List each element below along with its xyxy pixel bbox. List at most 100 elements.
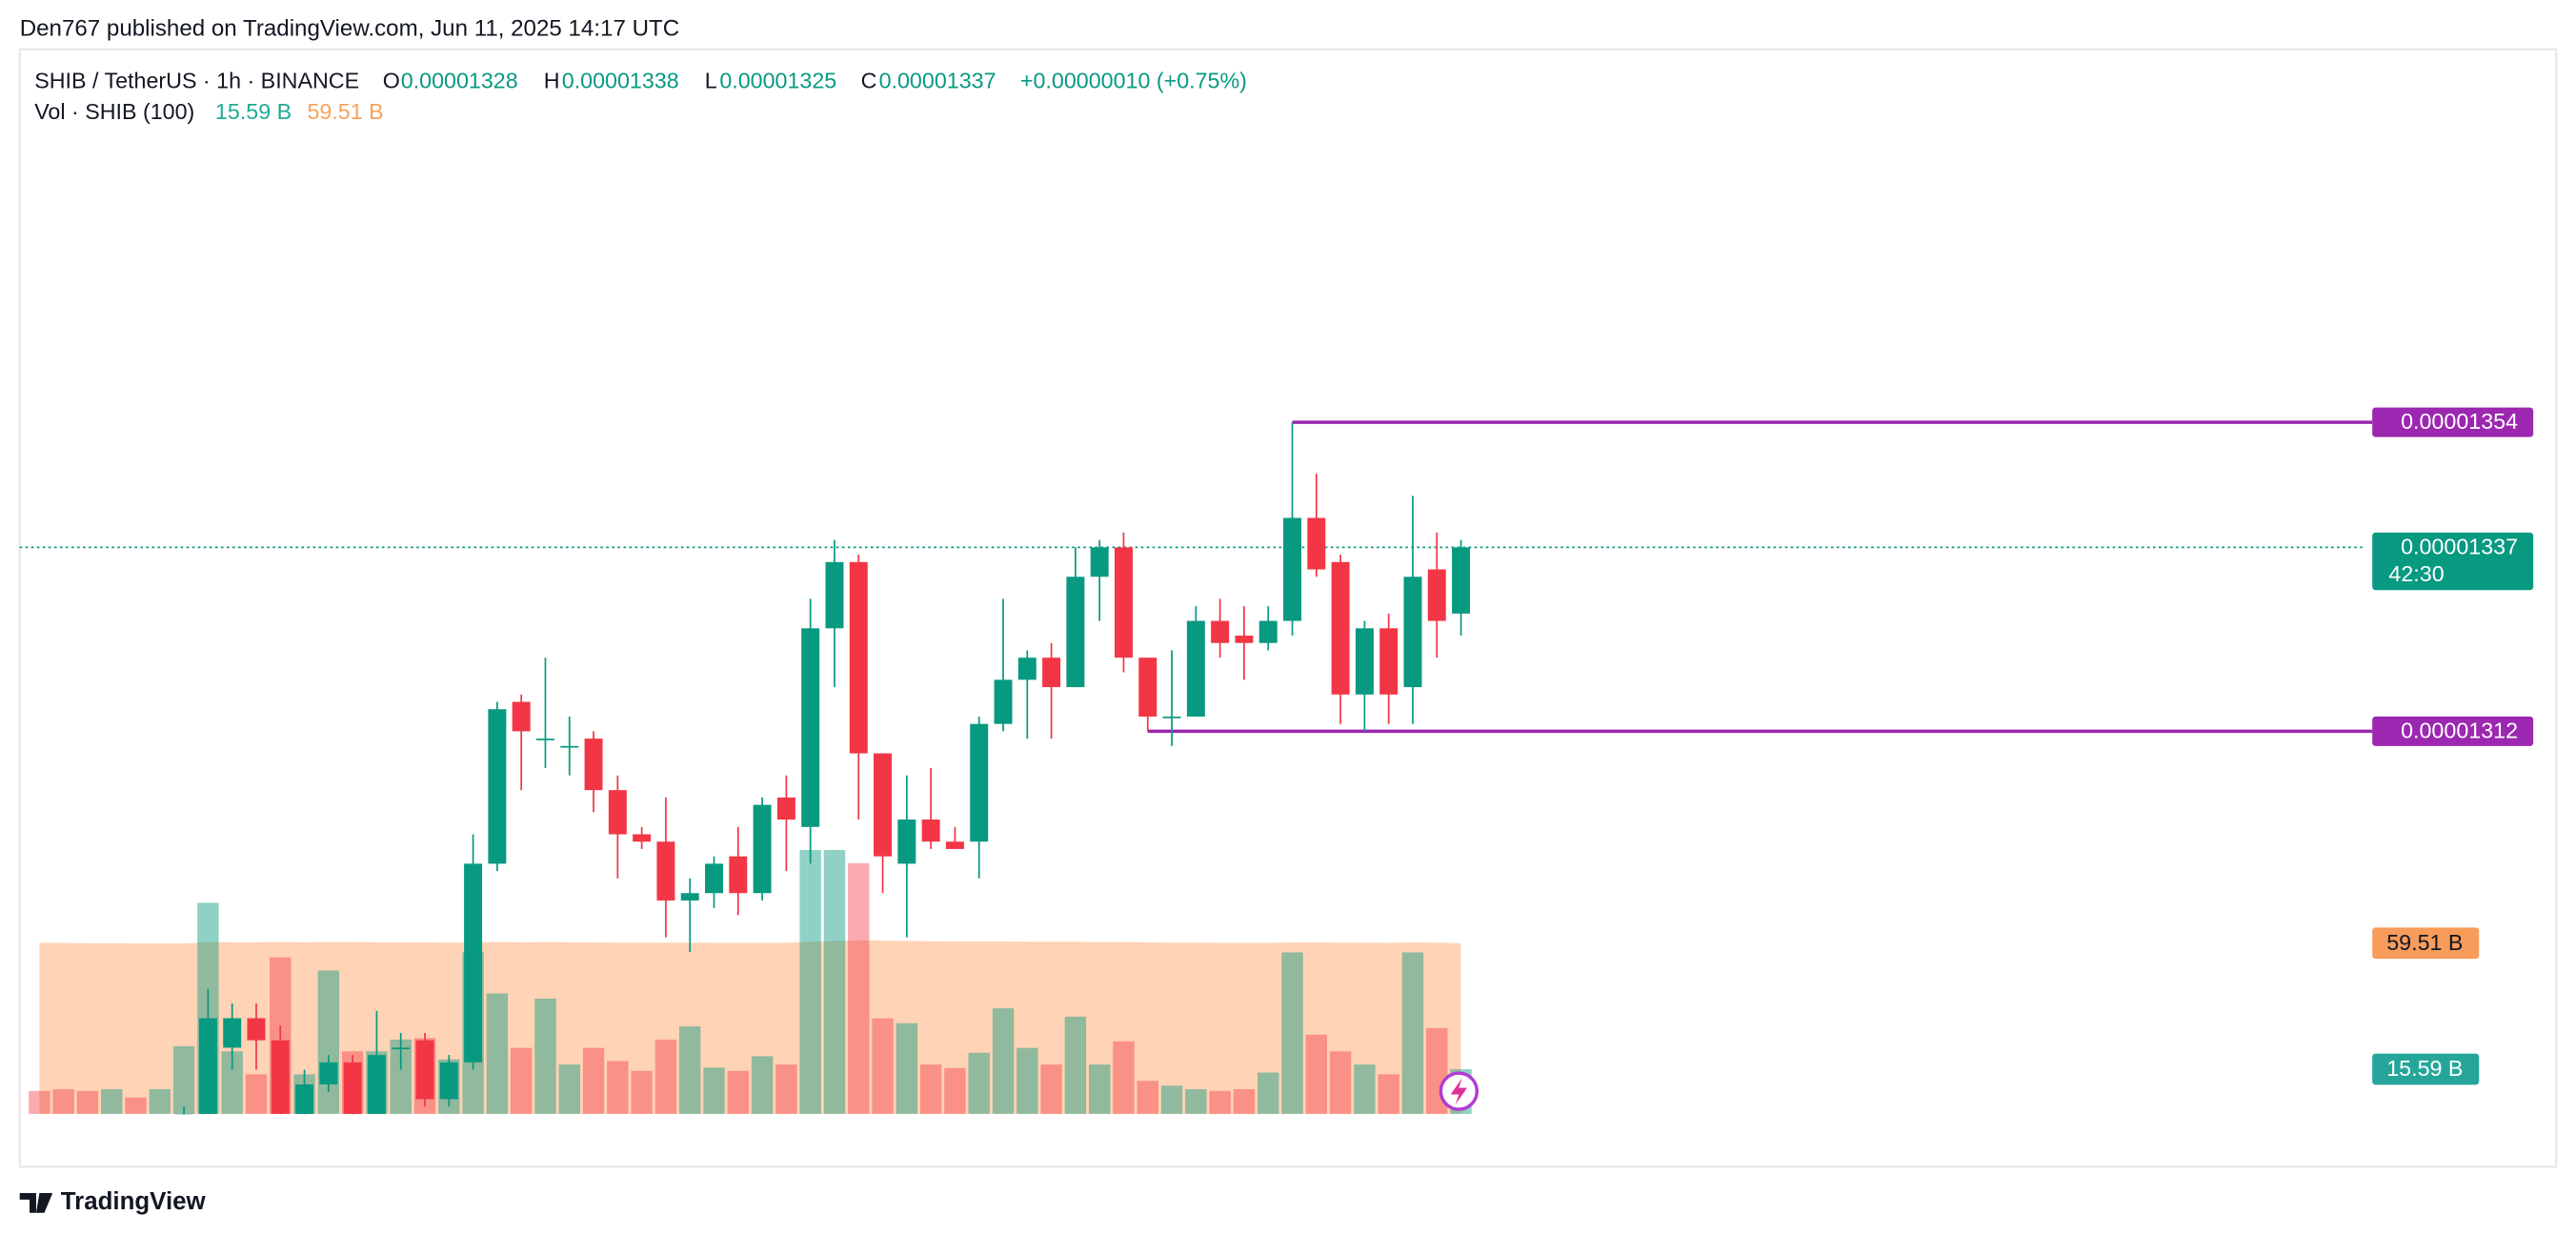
candle-body bbox=[994, 679, 1013, 724]
volume-bar bbox=[679, 1026, 701, 1114]
volume-bar bbox=[221, 1051, 243, 1114]
candles bbox=[174, 422, 1471, 1115]
candle-body bbox=[198, 1018, 217, 1114]
candle-body bbox=[560, 745, 579, 748]
volume-bar bbox=[944, 1067, 966, 1114]
volume-bar bbox=[149, 1089, 171, 1114]
volume-bar bbox=[872, 1018, 894, 1114]
candle-body bbox=[271, 1040, 290, 1114]
candle-body bbox=[392, 1047, 411, 1050]
volume-bar bbox=[558, 1064, 580, 1114]
volume-bar bbox=[125, 1097, 147, 1114]
volume-bar bbox=[317, 970, 340, 1114]
volume-bar bbox=[390, 1039, 412, 1114]
candle-body bbox=[1186, 620, 1205, 717]
volume-bar bbox=[607, 1061, 629, 1114]
candle-body bbox=[633, 834, 652, 842]
ohlc-key: C bbox=[861, 68, 877, 92]
volume-bar bbox=[1137, 1081, 1158, 1114]
candle-body bbox=[319, 1062, 338, 1084]
volume-bar bbox=[799, 850, 821, 1114]
volume-bar bbox=[992, 1008, 1015, 1114]
brand-logo bbox=[19, 1193, 53, 1213]
volume-bar bbox=[1354, 1064, 1376, 1114]
candle-body bbox=[1017, 658, 1036, 680]
level-label: 0.00001354 bbox=[2401, 409, 2518, 434]
ohlc-key: O bbox=[383, 68, 400, 92]
candle-body bbox=[897, 820, 916, 864]
volume-bar bbox=[1281, 952, 1303, 1114]
candle-body bbox=[945, 841, 964, 849]
lightning-icon[interactable] bbox=[1439, 1071, 1479, 1111]
volume-bar bbox=[1185, 1089, 1207, 1114]
candle-body bbox=[1403, 577, 1422, 688]
candle-body bbox=[1138, 658, 1157, 717]
volume-bar bbox=[510, 1047, 533, 1114]
candle-body bbox=[535, 739, 554, 740]
volume-box bbox=[2372, 1053, 2480, 1085]
volume-bar bbox=[486, 993, 509, 1114]
volume-bar bbox=[823, 850, 846, 1114]
candle-body bbox=[753, 804, 772, 894]
volume-bar bbox=[654, 1039, 677, 1114]
symbol-title: SHIB / TetherUS · 1h · BINANCE bbox=[34, 68, 359, 92]
candle-body bbox=[1355, 628, 1374, 695]
volume-bar bbox=[1329, 1051, 1352, 1114]
volume-bar bbox=[848, 862, 870, 1114]
candle-body bbox=[1379, 628, 1399, 695]
ohlc-value: 0.00001338 bbox=[562, 68, 679, 92]
volume-bar bbox=[1305, 1034, 1328, 1114]
candle-body bbox=[343, 1062, 362, 1114]
volume-title: Vol · SHIB (100) bbox=[34, 99, 194, 124]
candle-body bbox=[970, 723, 989, 842]
candle-body bbox=[1211, 620, 1230, 643]
published-note: Den767 published on TradingView.com, Jun… bbox=[20, 15, 679, 41]
candle-body bbox=[1090, 547, 1109, 577]
volume-label: 15.59 B bbox=[2386, 1056, 2463, 1081]
candle-body bbox=[921, 820, 940, 842]
volume-bar bbox=[751, 1056, 774, 1114]
volume-bar bbox=[1016, 1047, 1038, 1114]
volume-bar bbox=[775, 1064, 797, 1114]
candle-body bbox=[1307, 517, 1326, 570]
volume-bar bbox=[29, 1090, 50, 1114]
candle-body bbox=[512, 701, 531, 732]
ohlc-value: 0.00001325 bbox=[719, 68, 836, 92]
candle-body bbox=[295, 1083, 314, 1114]
legend: SHIB / TetherUS · 1h · BINANCE O 0.00001… bbox=[34, 68, 1247, 124]
candle-body bbox=[1427, 569, 1446, 621]
candle-body bbox=[1042, 658, 1061, 688]
volume-ma-label: 59.51 B bbox=[2386, 930, 2463, 955]
candle-body bbox=[874, 753, 893, 857]
volume-bar bbox=[1088, 1064, 1111, 1114]
ohlc-value: 0.00001337 bbox=[879, 68, 996, 92]
axis-labels: 0.00001354 0.00001312 0.00001337 42:30 59.51… bbox=[2372, 407, 2534, 1085]
candle-body bbox=[584, 739, 603, 791]
icon-bolt[interactable] bbox=[1450, 1078, 1467, 1104]
change-value: +0.00000010 (+0.75%) bbox=[1020, 68, 1247, 92]
level-label-box bbox=[2372, 407, 2534, 437]
price-lines bbox=[19, 420, 2373, 734]
last-price-label: 0.00001337 bbox=[2401, 534, 2518, 558]
candle-body bbox=[825, 561, 844, 629]
volume-bar bbox=[101, 1089, 123, 1114]
volume-bar bbox=[52, 1089, 74, 1114]
candle-body bbox=[1235, 636, 1254, 643]
candle-body bbox=[1114, 547, 1133, 658]
volume-bar bbox=[919, 1064, 942, 1114]
ohlc-value: 0.00001328 bbox=[401, 68, 518, 92]
volume-bar bbox=[1378, 1074, 1399, 1114]
candle-body bbox=[656, 841, 675, 901]
volume-bar bbox=[1160, 1085, 1183, 1114]
volume-bar bbox=[1401, 952, 1424, 1114]
volume-bar bbox=[582, 1047, 605, 1114]
candle-body bbox=[1283, 517, 1302, 621]
chart-frame bbox=[18, 48, 2558, 1168]
candle-body bbox=[367, 1055, 386, 1114]
volume-ma-box bbox=[2372, 927, 2480, 960]
volume-bar bbox=[703, 1067, 725, 1114]
countdown-label: 42:30 bbox=[2388, 561, 2444, 586]
volume-bar bbox=[1233, 1089, 1256, 1114]
volume-bar bbox=[534, 998, 556, 1114]
